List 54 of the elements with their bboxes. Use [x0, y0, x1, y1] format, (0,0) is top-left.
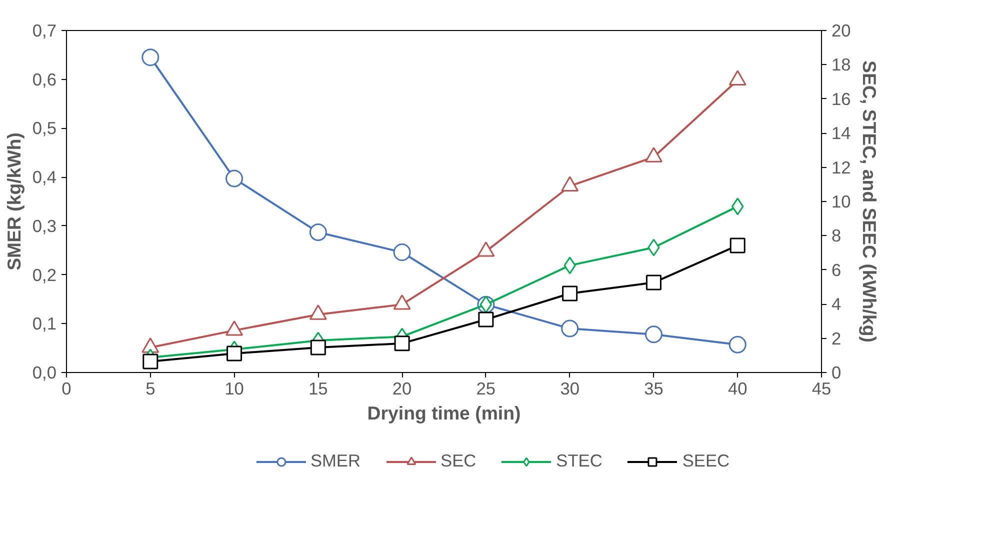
y2-tick-label: 10 — [832, 192, 851, 212]
x-tick-label: 30 — [560, 378, 580, 398]
point — [226, 346, 242, 362]
x-tick-label: 20 — [392, 378, 412, 398]
legend-label: SEC — [440, 450, 476, 472]
x-tick-label: 5 — [146, 378, 156, 398]
y-tick-label: 0,1 — [32, 314, 57, 334]
x-tick-label: 0 — [62, 378, 72, 398]
y-tick-label: 0,6 — [32, 69, 57, 90]
y2-axis-title: SEC, STEC, and SEEC (kWh/kg) — [858, 60, 880, 342]
point — [561, 176, 579, 192]
y-tick-label: 0,7 — [32, 20, 57, 40]
legend-label: SMER — [310, 450, 361, 472]
y-tick-label: 0,2 — [32, 264, 57, 285]
y2-tick-label: 6 — [832, 260, 842, 280]
point — [562, 286, 578, 302]
y2-tick-label: 2 — [832, 328, 842, 348]
legend-label: STEC — [556, 450, 602, 472]
y-tick-label: 0,4 — [32, 167, 57, 188]
point — [478, 312, 494, 328]
y-axis-title: SMER (kg/kWh) — [3, 132, 24, 270]
y2-tick-label: 16 — [832, 88, 851, 109]
legend-label: SEEC — [682, 450, 730, 472]
y2-tick-label: 8 — [832, 226, 842, 246]
point — [730, 238, 746, 254]
y-tick-label: 0,5 — [32, 118, 57, 138]
point — [728, 70, 746, 86]
y-tick-label: 0,0 — [32, 362, 57, 382]
point — [394, 336, 410, 352]
point — [226, 170, 244, 188]
point — [644, 147, 662, 162]
point — [728, 336, 746, 354]
y2-tick-label: 14 — [832, 123, 852, 144]
x-axis-title: Drying time (min) — [367, 402, 521, 424]
point — [310, 340, 326, 356]
point — [142, 354, 158, 370]
point — [142, 48, 160, 66]
point — [393, 244, 411, 262]
y2-tick-label: 0 — [832, 362, 842, 382]
y2-tick-label: 4 — [832, 294, 842, 314]
y2-tick-label: 12 — [832, 157, 851, 178]
point — [646, 274, 662, 290]
point — [644, 326, 662, 344]
x-tick-label: 10 — [224, 378, 244, 398]
y-tick-label: 0,3 — [32, 216, 57, 236]
y2-tick-label: 18 — [832, 54, 851, 75]
x-tick-label: 35 — [644, 378, 664, 398]
point — [309, 224, 327, 242]
x-tick-label: 40 — [728, 378, 748, 398]
x-tick-label: 45 — [812, 378, 832, 398]
y2-tick-label: 20 — [832, 20, 851, 40]
x-tick-label: 25 — [476, 378, 496, 398]
x-tick-label: 15 — [308, 378, 328, 398]
point — [561, 320, 579, 338]
